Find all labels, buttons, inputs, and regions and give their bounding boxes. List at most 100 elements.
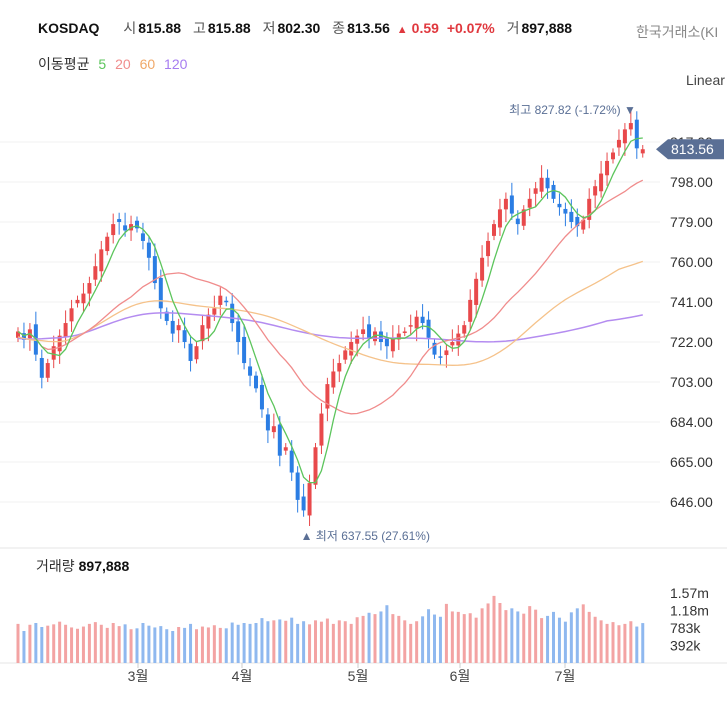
candle-body (212, 308, 217, 315)
ma120-legend[interactable]: 120 (164, 56, 188, 72)
candle (581, 215, 586, 234)
high-value: 815.88 (207, 20, 251, 36)
volume-bar (427, 609, 431, 663)
volume-bar (498, 603, 502, 663)
candle-body (432, 342, 437, 355)
volume-bar (16, 623, 20, 663)
volume-tick-label: 1.18m (670, 603, 709, 619)
volume-bar (230, 622, 234, 663)
volume-bar (450, 611, 454, 663)
candle (301, 483, 306, 517)
change-value: 0.59 (411, 20, 439, 36)
volume-bar (456, 611, 460, 663)
ma20-legend[interactable]: 20 (115, 56, 131, 72)
volume-bar (355, 617, 359, 663)
candle (420, 304, 425, 330)
candle-body (21, 333, 26, 340)
candle (343, 346, 348, 364)
candle (616, 129, 621, 156)
candle-body (515, 218, 520, 225)
volume-bar (111, 623, 115, 663)
candle (99, 240, 104, 282)
candle-body (390, 337, 395, 352)
volume-bar (581, 604, 585, 663)
candle (194, 342, 199, 364)
scale-mode-toggle[interactable]: Linear (686, 72, 725, 88)
volume-bar (319, 621, 323, 663)
volume-bar (141, 623, 145, 663)
volume-bar (563, 621, 567, 663)
candle-body (456, 333, 461, 346)
volume-bar (254, 623, 258, 663)
candle-body (468, 299, 473, 322)
candle-body (45, 363, 50, 378)
y-tick-label: 703.00 (670, 374, 713, 390)
ma5-legend[interactable]: 5 (98, 56, 107, 72)
candle-body (176, 325, 181, 331)
x-tick-label: 3월 (128, 668, 149, 684)
candle-body (164, 311, 169, 321)
candle-body (289, 450, 294, 473)
candle (135, 216, 139, 233)
volume-bar (587, 611, 591, 663)
candle (545, 169, 550, 199)
candle-body (408, 325, 413, 327)
candle (480, 245, 485, 287)
volume-bar (546, 615, 550, 663)
volume-bar (444, 603, 448, 663)
candle (63, 310, 68, 344)
candle (390, 325, 395, 358)
candle-body (224, 300, 229, 303)
candle (509, 182, 514, 220)
y-tick-label: 760.00 (670, 254, 713, 270)
ma60-legend[interactable]: 60 (139, 56, 156, 72)
current-price-label: 813.56 (671, 141, 714, 157)
candle (224, 296, 229, 307)
candle (462, 320, 467, 338)
candle-body (438, 356, 443, 358)
candle (432, 338, 437, 359)
candle (182, 317, 187, 349)
volume-bar (105, 627, 109, 663)
volume-bar (403, 620, 407, 663)
candle-body (349, 342, 354, 356)
volume-bar (296, 623, 300, 663)
close-label: 종 (332, 20, 346, 36)
candle (283, 443, 288, 455)
volume-bar (183, 627, 187, 663)
candle-body (480, 257, 485, 281)
candle (111, 213, 116, 244)
volume-bar (290, 617, 294, 663)
open-label: 시 (123, 20, 137, 36)
candle (563, 202, 568, 227)
candle-body (236, 321, 241, 342)
candle-body (355, 335, 360, 344)
candle-body (117, 219, 122, 222)
volume-bar (189, 623, 193, 663)
volume-bar (385, 605, 389, 663)
close-value: 813.56 (347, 20, 390, 36)
volume-bar (468, 613, 472, 663)
candle-body (545, 177, 550, 189)
volume-bar (81, 626, 85, 663)
candle (206, 308, 211, 342)
candle-body (123, 225, 128, 231)
volume-label: 거 (506, 20, 520, 36)
volume-bar (200, 626, 204, 663)
candle-body (99, 249, 104, 272)
candle (81, 283, 86, 312)
volume-bar (46, 625, 50, 663)
candle-body (75, 299, 80, 304)
candle-body (325, 384, 330, 409)
x-tick-label: 4월 (232, 668, 253, 684)
candle (414, 310, 419, 342)
candle-body (16, 331, 20, 338)
y-tick-label: 741.00 (670, 294, 713, 310)
candle (557, 193, 562, 216)
ma-legend-label: 이동평균 (38, 56, 90, 72)
candle-body (384, 338, 389, 347)
candle-body (557, 203, 562, 208)
candle-body (57, 335, 62, 352)
candle-body (640, 149, 645, 154)
